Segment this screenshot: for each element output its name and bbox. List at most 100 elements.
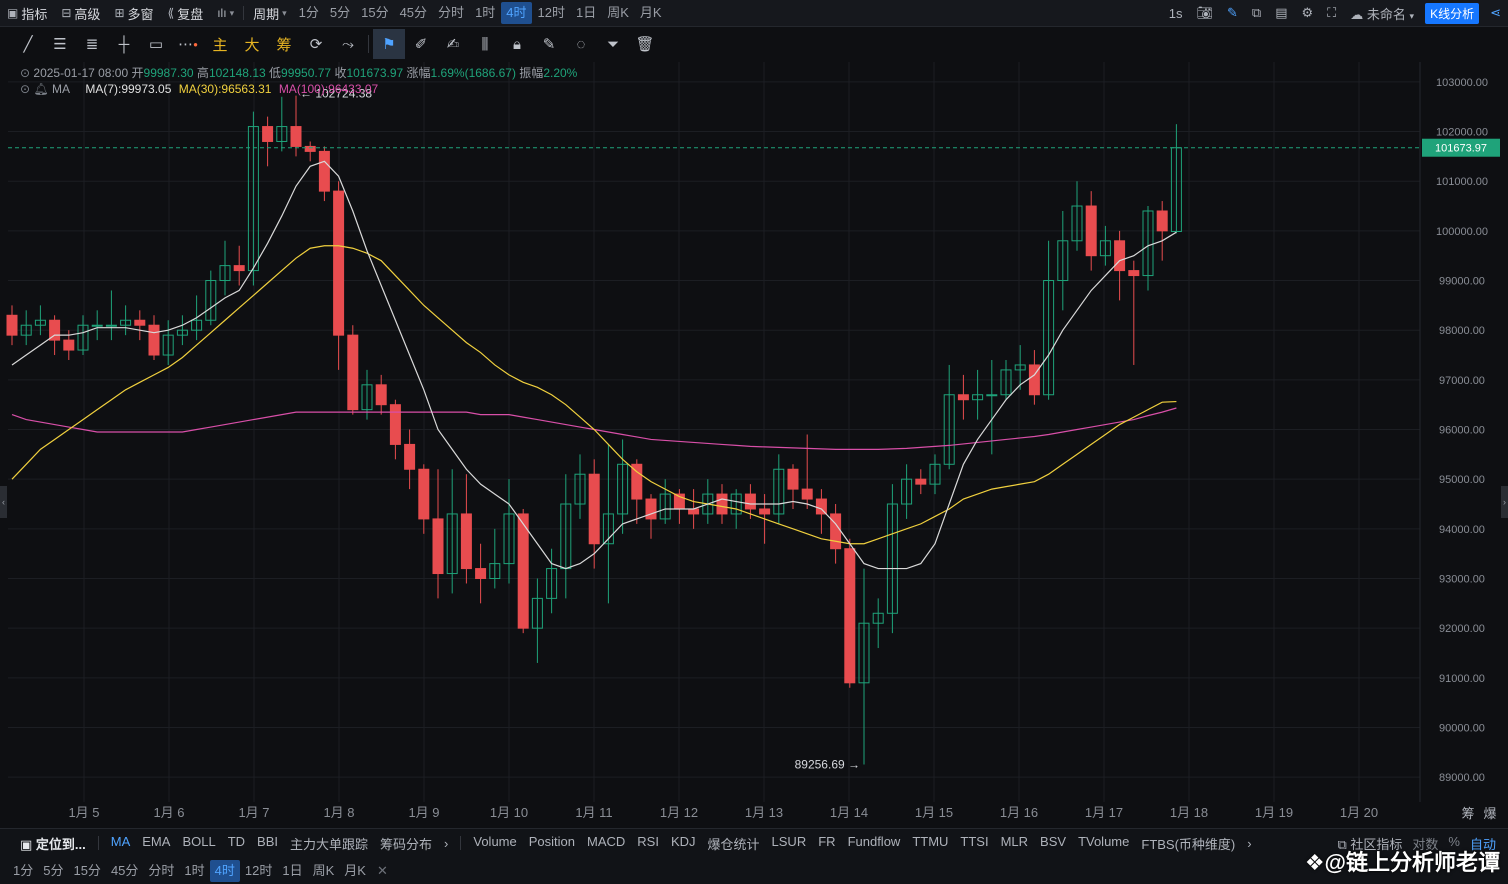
note-icon[interactable]: ✎ [542, 36, 556, 53]
main-indicator-0[interactable]: MA [110, 833, 131, 849]
y-tick-label: 99000.00 [1439, 276, 1485, 288]
sub-indicator-6[interactable]: LSUR [771, 833, 807, 849]
refresh-rate-label[interactable]: 1s [1168, 5, 1183, 21]
sub-indicator-11[interactable]: MLR [1000, 833, 1029, 849]
horizontal-line-icon[interactable]: ┼ [118, 35, 130, 53]
chevron-right-icon[interactable]: › [444, 835, 449, 851]
sub-indicator-1[interactable]: Position [528, 833, 575, 849]
auto-scale-toggle[interactable]: 自动 [1469, 837, 1496, 852]
interval-tab-3[interactable]: 45分 [399, 5, 428, 20]
bell-icon[interactable]: 🔔︎ [33, 82, 49, 96]
bottom-interval-tab-1[interactable]: 5分 [43, 862, 64, 878]
ruler-icon[interactable]: ✐ [414, 36, 428, 53]
template-icon[interactable]: ▤ [1275, 5, 1288, 20]
magnet-icon[interactable]: ⚑ [373, 29, 405, 59]
layout-icon[interactable]: ⧉ [1251, 5, 1262, 20]
locate-button[interactable]: ▣ 定位到... [20, 836, 86, 852]
bottom-interval-tab-8[interactable]: 1日 [282, 862, 303, 878]
percent-toggle[interactable]: % [1448, 834, 1460, 849]
candlestick-chart[interactable]: 103000.00 102000.00 101000.00 100000.00 9900… [0, 62, 1508, 826]
bottom-interval-tab-4[interactable]: 分时 [148, 862, 175, 878]
sub-indicator-5[interactable]: 爆仓统计 [707, 836, 760, 852]
log-scale-toggle[interactable]: 对数 [1412, 837, 1439, 852]
bottom-interval-tab-7[interactable]: 12时 [244, 862, 273, 878]
community-indicator-button[interactable]: ⧉ 社区指标 [1337, 837, 1403, 852]
fullscreen-icon[interactable]: ⛶ [1327, 5, 1337, 20]
parallel-lines-icon[interactable]: ☰ [53, 36, 67, 53]
main-force-tool[interactable]: 主 [212, 36, 228, 54]
side-label[interactable]: 筹 [1461, 806, 1474, 822]
interval-tab-5[interactable]: 1时 [475, 5, 496, 20]
interval-tab-4[interactable]: 分时 [438, 5, 465, 20]
bottom-interval-tab-10[interactable]: 月K [344, 862, 366, 878]
sub-indicator-0[interactable]: Volume [473, 833, 517, 849]
sub-indicator-13[interactable]: TVolume [1078, 833, 1130, 849]
advanced-button[interactable]: ⊟ 高级 [61, 6, 101, 22]
sub-indicator-12[interactable]: BSV [1040, 833, 1067, 849]
multi-window-button[interactable]: ⊞ 多窗 [114, 6, 154, 22]
interval-tab-2[interactable]: 15分 [361, 5, 389, 20]
sub-indicator-8[interactable]: Fundflow [847, 833, 901, 849]
period-button[interactable]: 周期 ▾ [253, 6, 287, 22]
chevron-right-icon[interactable]: › [1247, 835, 1252, 851]
bottom-interval-tab-6[interactable]: 4时 [209, 859, 240, 882]
bottom-interval-tab-9[interactable]: 周K [312, 862, 335, 878]
fib-lines-icon[interactable]: ≣ [85, 36, 99, 53]
sub-indicator-14[interactable]: FTBS(币种维度) [1141, 836, 1236, 852]
visibility-icon[interactable]: ◌ [576, 35, 586, 53]
lock-icon[interactable]: 🔒︎ [513, 35, 521, 53]
interval-tab-9[interactable]: 周K [607, 5, 629, 20]
interval-tab-0[interactable]: 1分 [298, 5, 319, 20]
auto-draw-icon[interactable]: ⟳ [309, 36, 323, 53]
trash-icon[interactable]: 🗑︎ [635, 36, 655, 53]
collapse-icon[interactable]: ⊙ [20, 66, 31, 80]
rectangle-icon[interactable]: ▭ [148, 36, 164, 53]
chart-type-button[interactable]: ılı ▾ [210, 0, 241, 26]
kline-analysis-button[interactable]: K线分析 [1425, 2, 1480, 24]
side-label[interactable]: 爆 [1483, 807, 1496, 822]
candle-body [418, 468, 430, 520]
sub-indicator-10[interactable]: TTSI [960, 833, 989, 849]
large-order-tool[interactable]: 大 [244, 36, 260, 54]
more-tools-icon[interactable]: ⋯ ● [178, 36, 198, 53]
main-indicator-6[interactable]: 筹码分布 [380, 836, 433, 852]
close-icon[interactable]: ✕ [376, 862, 388, 878]
interval-tab-10[interactable]: 月K [639, 5, 662, 20]
bottom-interval-tab-0[interactable]: 1分 [13, 862, 34, 878]
chart-area[interactable]: 103000.00 102000.00 101000.00 100000.00 9900… [0, 62, 1508, 826]
main-indicator-2[interactable]: BOLL [182, 833, 216, 849]
filter-icon[interactable]: ⏷ [606, 35, 619, 53]
share-icon[interactable]: ⋖ [1490, 5, 1501, 20]
sub-indicator-3[interactable]: RSI [637, 833, 659, 849]
bottom-interval-tab-3[interactable]: 45分 [110, 862, 139, 878]
interval-tab-1[interactable]: 5分 [329, 5, 351, 20]
main-indicator-3[interactable]: TD [227, 833, 246, 849]
sub-indicator-7[interactable]: FR [818, 833, 836, 849]
chip-tool[interactable]: 筹 [276, 36, 292, 54]
settings-icon[interactable]: ⚙ [1301, 5, 1314, 20]
scroll-right-handle[interactable]: › [1501, 486, 1508, 518]
collapse-icon[interactable]: ⊙ [20, 82, 31, 96]
main-indicator-5[interactable]: 主力大单跟踪 [290, 836, 369, 852]
camera-icon[interactable]: 📷︎ [1196, 5, 1214, 20]
interval-tab-7[interactable]: 12时 [537, 5, 565, 20]
brush-icon[interactable]: ✍ [446, 36, 460, 53]
bottom-interval-tab-2[interactable]: 15分 [73, 862, 101, 878]
candle-tool-icon[interactable]: ⫼ [481, 35, 489, 53]
main-indicator-1[interactable]: EMA [142, 833, 171, 849]
interval-tab-6[interactable]: 4时 [501, 2, 532, 24]
candle-body [304, 145, 316, 152]
sub-indicator-4[interactable]: KDJ [670, 833, 696, 849]
cloud-layout-button[interactable]: ☁ 未命名 ▾ [1350, 6, 1415, 22]
pen-icon[interactable]: ✎ [1227, 5, 1238, 20]
scroll-left-handle[interactable]: ‹ [0, 486, 7, 518]
sub-indicator-9[interactable]: TTMU [912, 833, 949, 849]
replay-button[interactable]: ⟪ 复盘 [167, 6, 204, 22]
indicator-button[interactable]: ▣ 指标 [7, 6, 48, 22]
bottom-interval-tab-5[interactable]: 1时 [184, 862, 205, 878]
interval-tab-8[interactable]: 1日 [576, 5, 597, 20]
trend-line-icon[interactable]: ╱ [23, 36, 33, 53]
measure-icon[interactable]: ⤳ [341, 35, 354, 53]
main-indicator-4[interactable]: BBI [257, 833, 278, 849]
sub-indicator-2[interactable]: MACD [587, 833, 626, 849]
